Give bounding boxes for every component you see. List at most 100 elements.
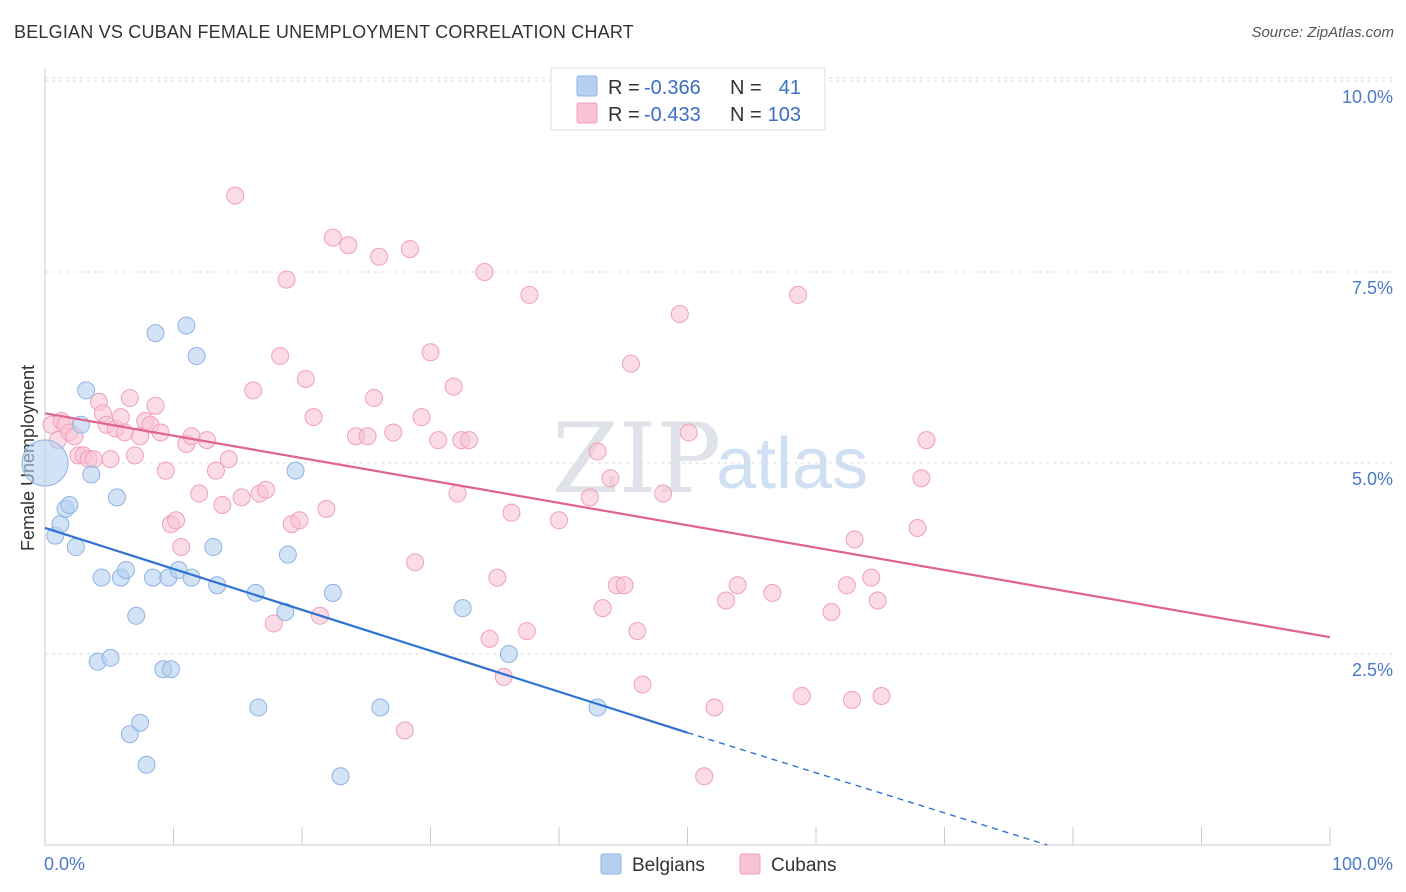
cubans-point — [219, 450, 238, 469]
legend-r-value-belgians: -0.366 — [644, 77, 701, 99]
cubans-point — [421, 343, 440, 362]
belgians-point — [60, 496, 79, 515]
cubans-trend-line — [44, 412, 1331, 639]
cubans-point — [384, 423, 403, 442]
belgians-point — [453, 599, 472, 618]
belgians-point — [161, 660, 180, 679]
belgians-point — [286, 461, 305, 480]
belgians-point — [143, 568, 162, 587]
legend-n-label-cubans: N = — [730, 104, 762, 126]
belgians-point — [323, 583, 342, 602]
cubans-point — [550, 511, 568, 530]
cubans-point — [654, 484, 673, 503]
watermark-atlas: atlas — [716, 424, 868, 504]
cubans-point — [842, 690, 861, 709]
gridlines — [45, 77, 1392, 655]
cubans-point — [917, 431, 936, 450]
watermark: ZIP atlas — [552, 403, 868, 515]
cubans-point — [448, 484, 467, 503]
cubans-point — [101, 450, 120, 469]
belgians-point — [101, 648, 120, 667]
cubans-point — [679, 423, 698, 442]
cubans-point — [502, 503, 521, 522]
belgians-point — [107, 488, 126, 507]
belgians-point — [177, 316, 196, 335]
y-tick-label: 2.5% — [1352, 660, 1393, 680]
bottom-legend-swatch-cubans — [739, 853, 761, 875]
cubans-point — [862, 568, 881, 587]
cubans-point — [146, 396, 165, 415]
x-tick-label-max: 100.0% — [1332, 854, 1393, 874]
cubans-point — [412, 408, 431, 427]
series-legend: Belgians Cubans — [600, 853, 837, 876]
correlation-legend: R = -0.366 N = 41 R = -0.433 N = 103 — [550, 67, 826, 131]
belgians-point — [137, 755, 156, 774]
cubans-point — [244, 381, 263, 400]
cubans-point — [304, 408, 323, 427]
cubans-point — [517, 622, 536, 641]
cubans-point — [837, 576, 856, 595]
cubans-point — [271, 347, 290, 366]
bottom-legend-swatch-belgians — [600, 853, 622, 875]
x-axis-ticks — [173, 827, 1331, 845]
cubans-point — [226, 186, 245, 205]
cubans-point — [615, 576, 634, 595]
belgians-point — [77, 381, 96, 400]
cubans-point — [84, 450, 103, 469]
belgians-trend-extension — [687, 732, 1048, 846]
cubans-point — [277, 270, 296, 289]
belgians-point — [371, 698, 390, 717]
cubans-point — [488, 568, 507, 587]
cubans-point — [588, 442, 607, 461]
belgians-point — [187, 347, 206, 366]
chart-title: BELGIAN VS CUBAN FEMALE UNEMPLOYMENT COR… — [14, 22, 634, 42]
belgians-point — [116, 560, 135, 579]
cubans-point — [912, 469, 931, 488]
legend-r-label-cubans: R = — [608, 104, 640, 126]
belgians-point — [499, 645, 518, 663]
cubans-point — [364, 389, 383, 408]
belgians-point — [82, 465, 101, 484]
belgians-point — [120, 725, 139, 744]
cubans-point — [323, 228, 342, 247]
cubans-point — [621, 354, 640, 373]
cubans-point — [633, 675, 652, 694]
cubans-point — [822, 602, 841, 621]
legend-r-label-belgians: R = — [608, 77, 640, 99]
legend-n-value-cubans: 103 — [768, 104, 801, 126]
legend-n-label-belgians: N = — [730, 77, 762, 99]
cubans-point — [580, 488, 599, 507]
cubans-point — [264, 614, 283, 633]
belgians-point — [131, 713, 150, 732]
cubans-point — [444, 377, 463, 396]
cubans-point — [480, 629, 499, 648]
watermark-zip: ZIP — [552, 403, 721, 515]
cubans-point — [695, 767, 714, 786]
cubans-point — [475, 263, 494, 281]
cubans-point — [172, 538, 191, 557]
cubans-point — [213, 496, 232, 515]
cubans-point — [670, 305, 689, 324]
cubans-point — [232, 488, 251, 507]
cubans-point — [763, 583, 782, 602]
cubans-series — [42, 186, 936, 786]
belgians-point — [249, 698, 268, 717]
cubans-point — [339, 236, 358, 255]
belgians-point — [146, 324, 165, 343]
y-tick-labels: 2.5% 5.0% 7.5% 10.0% — [1342, 87, 1393, 680]
belgians-point — [21, 439, 69, 487]
cubans-point — [395, 721, 414, 740]
cubans-point — [406, 553, 425, 572]
cubans-point — [717, 591, 736, 610]
y-tick-label: 7.5% — [1352, 278, 1393, 298]
belgians-trend-line — [44, 526, 688, 734]
cubans-point — [593, 599, 612, 618]
trend-lines — [44, 412, 1331, 846]
cubans-point — [190, 484, 209, 503]
belgians-point — [204, 538, 223, 557]
cubans-point — [728, 576, 747, 595]
bottom-legend-cubans: Cubans — [771, 855, 837, 876]
cubans-point — [296, 369, 315, 388]
bottom-legend-belgians: Belgians — [632, 855, 705, 876]
cubans-point — [868, 591, 887, 610]
